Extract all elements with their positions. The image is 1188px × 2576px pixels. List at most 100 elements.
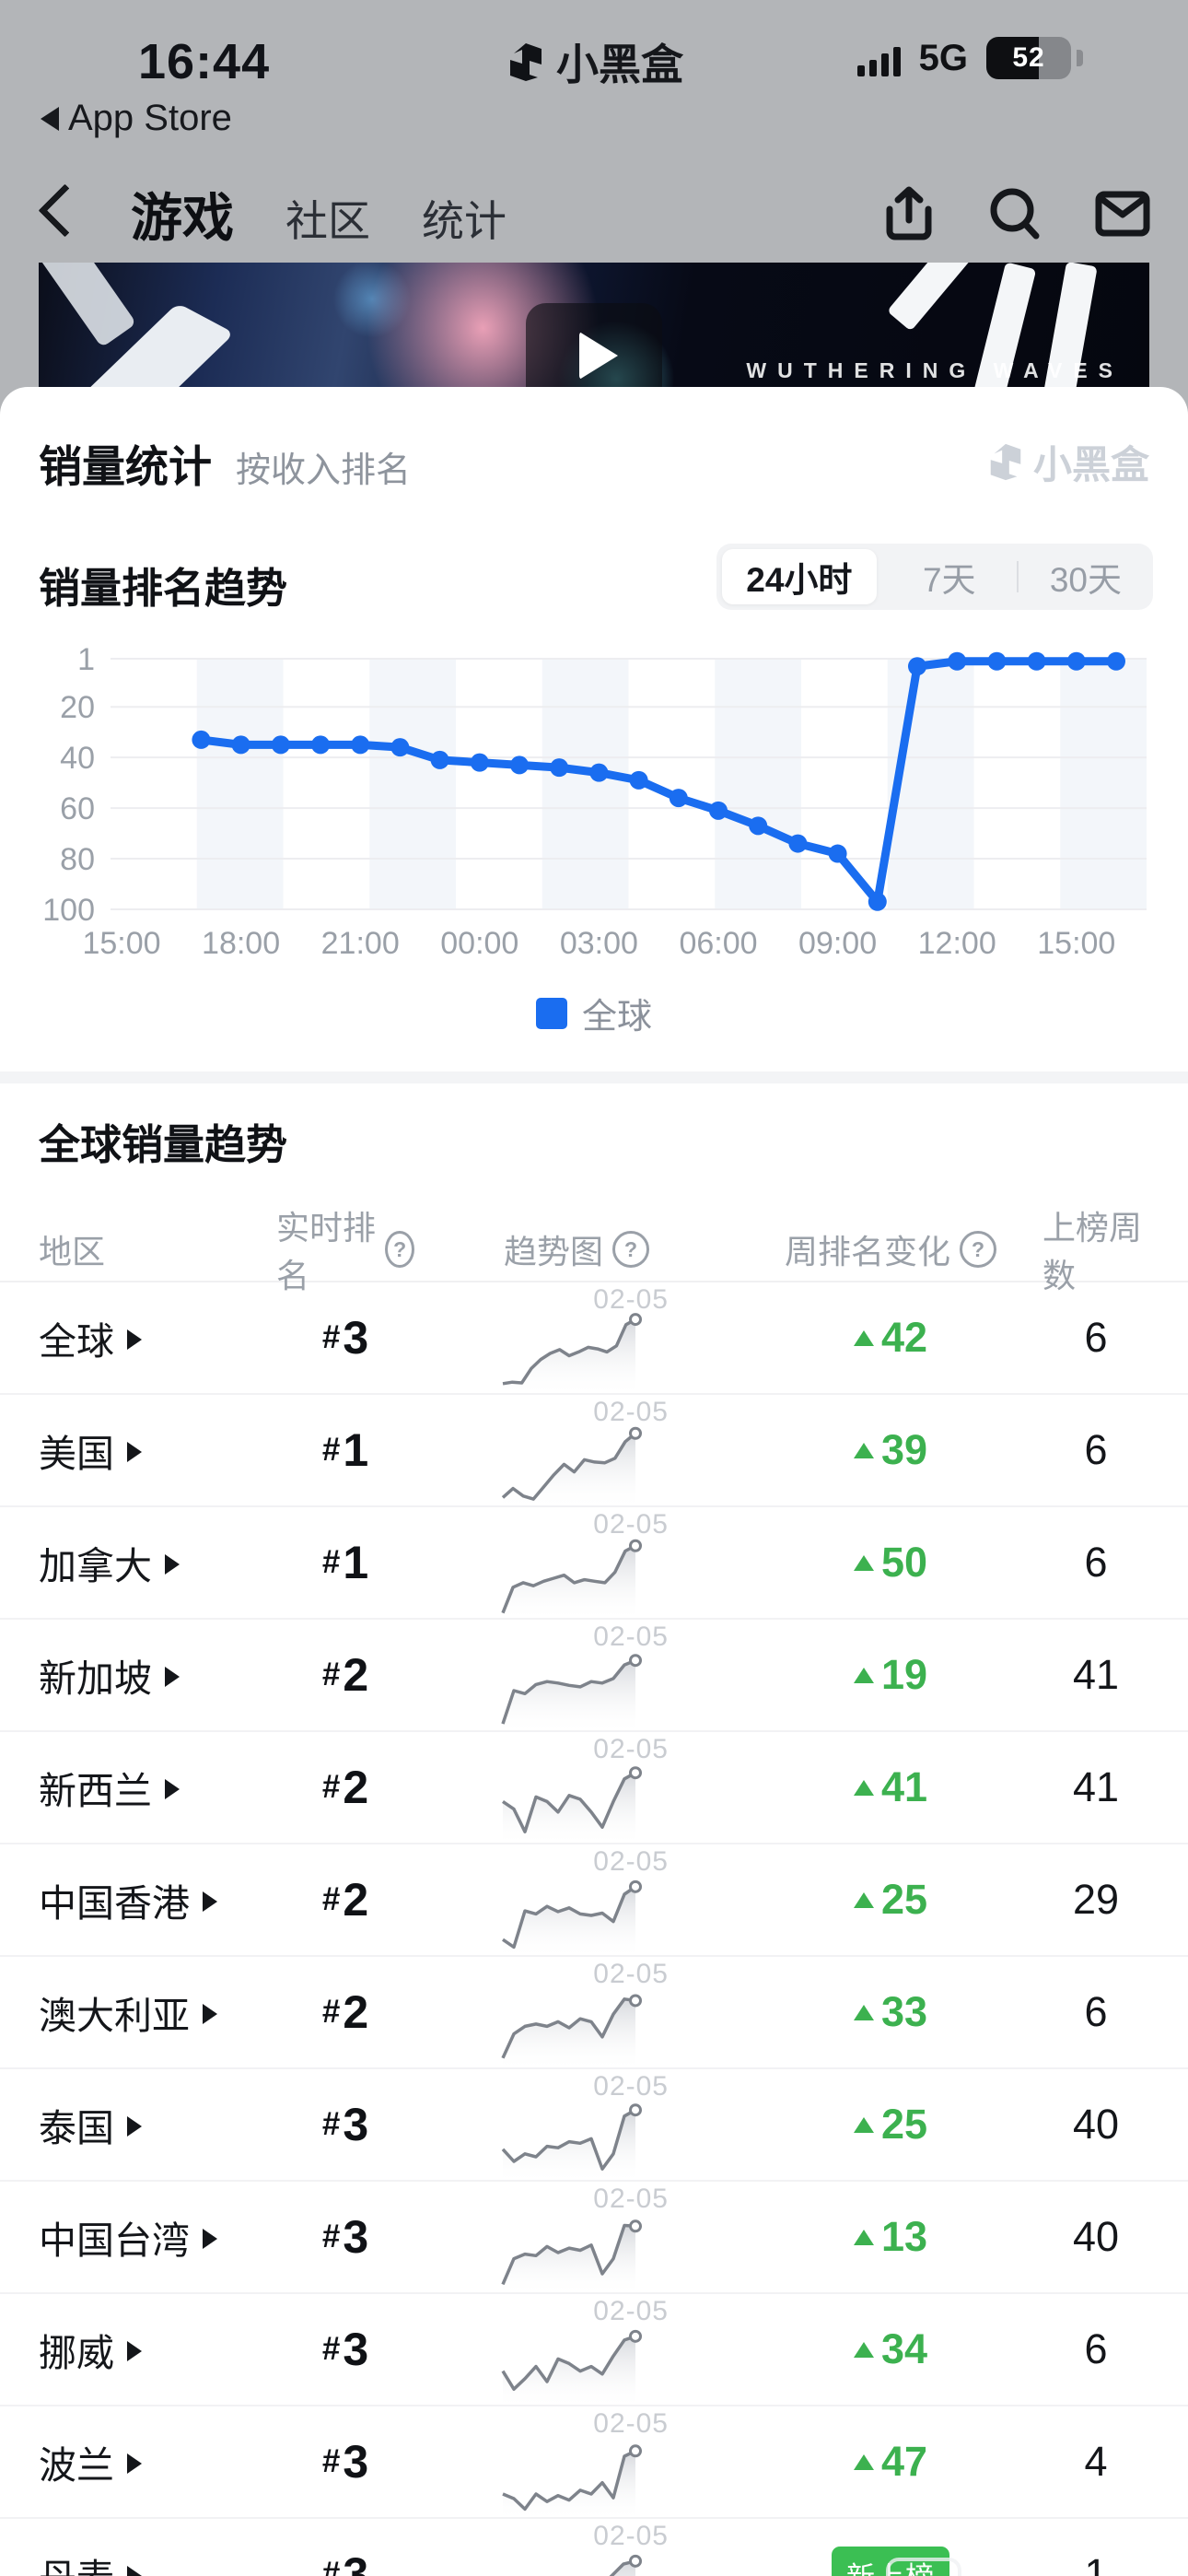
play-icon <box>579 332 618 380</box>
heybox-logo-icon <box>990 443 1021 481</box>
tab-stats[interactable]: 统计 <box>422 196 507 245</box>
region-name: 泰国 <box>39 2107 114 2149</box>
svg-text:1: 1 <box>77 642 95 677</box>
expand-arrow-icon <box>165 1554 180 1575</box>
region-name: 新加坡 <box>39 1657 152 1700</box>
svg-text:06:00: 06:00 <box>679 926 757 961</box>
battery-nub <box>1077 50 1083 66</box>
weekly-rank-change: 34 <box>739 2325 1042 2373</box>
table-row-美国[interactable]: 美国 #1 02-05 39 6 <box>0 1395 1188 1509</box>
realtime-rank: #3 <box>321 2099 369 2150</box>
col-weekly-change: 周排名变化? <box>739 1225 1042 1273</box>
table-row-波兰[interactable]: 波兰 #3 02-05 47 4 <box>0 2406 1188 2521</box>
tab-community[interactable]: 社区 <box>285 196 370 245</box>
status-app-indicator: 小黑盒 <box>0 31 1188 92</box>
table-row-泰国[interactable]: 泰国 #3 02-05 25 40 <box>0 2069 1188 2184</box>
rank-up-arrow-icon <box>853 1442 874 1458</box>
search-icon <box>990 188 1034 232</box>
rank-up-arrow-icon <box>853 1329 874 1346</box>
global-trend-title: 全球销量趋势 <box>39 1121 288 1168</box>
mail-button[interactable] <box>1094 187 1151 240</box>
realtime-rank: #3 <box>321 1312 369 1364</box>
sparkline-date: 02-05 <box>593 1959 669 1989</box>
weekly-rank-change: 41 <box>739 1763 1042 1811</box>
svg-text:100: 100 <box>42 893 95 928</box>
range-tab-7d[interactable]: 7天 <box>922 561 976 599</box>
back-button[interactable] <box>41 186 83 241</box>
range-tab-30d[interactable]: 30天 <box>1049 561 1122 599</box>
weekly-rank-change: 50 <box>739 1539 1042 1587</box>
expand-arrow-icon <box>127 2453 142 2474</box>
expand-arrow-icon <box>127 2566 142 2576</box>
table-row-丹麦[interactable]: 丹麦 #3 02-05 新上榜 1 <box>0 2519 1188 2576</box>
rank-up-arrow-icon <box>853 1667 874 1683</box>
rank-up-arrow-icon <box>853 1891 874 1908</box>
legend-label-global: 全球 <box>581 998 652 1036</box>
help-icon[interactable]: ? <box>960 1231 996 1268</box>
trend-sparkline: 02-05 <box>497 2069 668 2184</box>
table-row-新加坡[interactable]: 新加坡 #2 02-05 19 41 <box>0 1620 1188 1734</box>
weekly-rank-change: 33 <box>739 1988 1042 2036</box>
help-icon[interactable]: ? <box>385 1231 414 1268</box>
svg-text:80: 80 <box>60 842 95 877</box>
col-realtime-rank: 实时排名? <box>276 1201 414 1297</box>
sparkline-date: 02-05 <box>593 1509 669 1540</box>
range-tab-24h[interactable]: 24小时 <box>722 549 877 604</box>
table-row-加拿大[interactable]: 加拿大 #1 02-05 50 6 <box>0 1507 1188 1622</box>
table-row-全球[interactable]: 全球 #3 02-05 42 6 <box>0 1282 1188 1397</box>
weekly-rank-change: 25 <box>739 1876 1042 1924</box>
table-row-新西兰[interactable]: 新西兰 #2 02-05 41 41 <box>0 1732 1188 1846</box>
share-button[interactable] <box>882 185 936 242</box>
card-subtitle: 按收入排名 <box>236 451 412 490</box>
sparkline-date: 02-05 <box>593 2408 669 2439</box>
trend-sparkline: 02-05 <box>497 1620 668 1734</box>
weeks-on-chart: 41 <box>1072 1651 1120 1698</box>
region-name: 丹麦 <box>39 2547 114 2576</box>
svg-text:20: 20 <box>60 690 95 725</box>
trend-sparkline: 02-05 <box>497 2294 668 2408</box>
realtime-rank: #3 <box>321 2211 369 2263</box>
region-name: 挪威 <box>39 2332 114 2374</box>
legend-swatch-global <box>535 997 567 1029</box>
table-row-澳大利亚[interactable]: 澳大利亚 #2 02-05 33 6 <box>0 1957 1188 2071</box>
svg-text:15:00: 15:00 <box>1037 926 1115 961</box>
sparkline-date: 02-05 <box>593 1284 669 1315</box>
trend-sparkline: 02-05 <box>497 1507 668 1622</box>
expand-arrow-icon <box>127 1442 142 1462</box>
back-triangle-icon <box>41 106 59 131</box>
rank-up-arrow-icon <box>853 2229 874 2245</box>
status-right-cluster: 5G 52 <box>856 37 1083 79</box>
expand-arrow-icon <box>203 1891 217 1912</box>
help-icon[interactable]: ? <box>612 1231 649 1268</box>
tab-game[interactable]: 游戏 <box>131 188 234 247</box>
heybox-logo-icon <box>510 43 542 81</box>
back-to-app-store[interactable]: App Store <box>41 98 232 139</box>
banner-art-shape <box>39 263 137 348</box>
table-row-挪威[interactable]: 挪威 #3 02-05 34 6 <box>0 2294 1188 2408</box>
brand-watermark-faint <box>886 2558 961 2576</box>
table-row-中国香港[interactable]: 中国香港 #2 02-05 25 29 <box>0 1844 1188 1959</box>
nav-tabs: 游戏 社区 统计 <box>131 177 507 252</box>
status-bar: 16:44 小黑盒 5G 52 App Store <box>0 0 1188 147</box>
svg-text:60: 60 <box>60 791 95 826</box>
svg-text:15:00: 15:00 <box>82 926 160 961</box>
weeks-on-chart: 6 <box>1084 2325 1108 2372</box>
back-to-app-store-label: App Store <box>68 98 232 138</box>
weekly-rank-change: 39 <box>739 1426 1042 1474</box>
rank-up-arrow-icon <box>853 1779 874 1796</box>
segment-divider <box>1016 561 1019 592</box>
search-button[interactable] <box>987 185 1042 242</box>
trend-sparkline: 02-05 <box>497 1282 668 1397</box>
rank-up-arrow-icon <box>853 2004 874 2020</box>
trend-sparkline: 02-05 <box>497 2519 668 2576</box>
weeks-on-chart: 6 <box>1084 1539 1108 1586</box>
realtime-rank: #2 <box>321 1649 369 1701</box>
table-body: 全球 #3 02-05 42 6 美国 #1 02-05 39 6 加拿 <box>0 1282 1188 2576</box>
expand-arrow-icon <box>203 2229 217 2249</box>
global-trend-section: 全球销量趋势 地区 实时排名? 趋势图? 周排名变化? 上榜周数 全球 #3 0… <box>0 1083 1188 2576</box>
banner-title-glyph <box>886 263 995 332</box>
table-row-中国台湾[interactable]: 中国台湾 #3 02-05 13 40 <box>0 2182 1188 2296</box>
sparkline-date: 02-05 <box>593 1734 669 1764</box>
rank-trend-chart: 1 20 40 60 80 100 15:00 18:00 21:00 00:00 03:00 06:… <box>0 634 1188 966</box>
sparkline-date: 02-05 <box>593 2521 669 2551</box>
